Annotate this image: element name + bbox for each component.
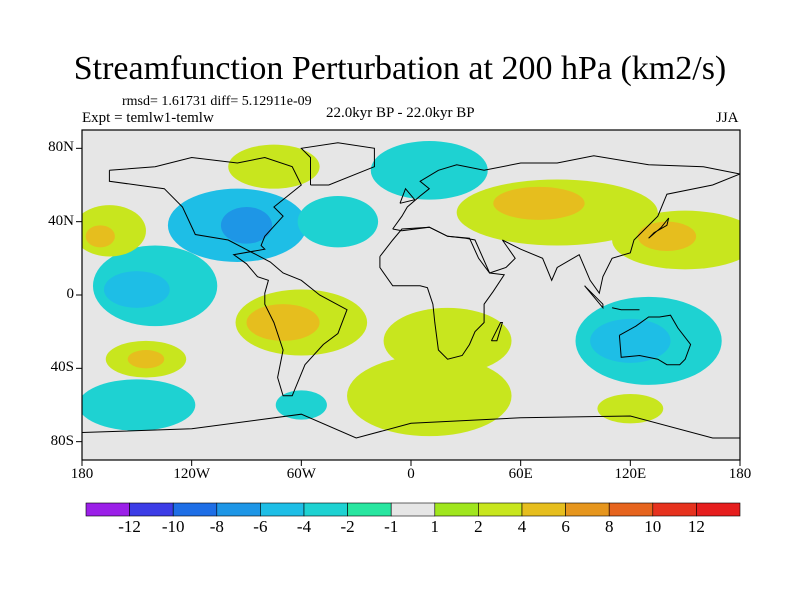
contour-region-17 xyxy=(493,186,585,220)
lat-tick-label: 40N xyxy=(48,212,74,229)
lon-tick-label: 60W xyxy=(286,466,316,482)
colorbar-label: -2 xyxy=(340,517,355,536)
chart-title: Streamfunction Perturbation at 200 hPa (… xyxy=(73,50,727,87)
contour-region-10 xyxy=(228,144,320,189)
colorbar-swatch-7 xyxy=(390,502,436,517)
lat-tick-label: 0 xyxy=(66,286,75,302)
stats-text: rmsd= 1.61731 diff= 5.12911e-09 xyxy=(122,94,312,109)
coastline-0 xyxy=(108,156,348,397)
experiment-label: Expt = temlw1-temlw xyxy=(82,110,214,126)
coastline-5 xyxy=(82,413,740,439)
season-label: JJA xyxy=(716,110,739,126)
colorbar-swatch-8 xyxy=(434,502,479,517)
contour-region-7 xyxy=(590,318,671,363)
coastline-9 xyxy=(611,307,640,311)
colorbar-swatch-11 xyxy=(565,502,610,517)
contour-region-1 xyxy=(220,207,273,244)
coastline-7 xyxy=(648,217,670,239)
coastline-1 xyxy=(392,155,740,295)
colorbar-label: 10 xyxy=(644,517,662,536)
colorbar-swatch-0 xyxy=(85,502,130,517)
contour-region-9 xyxy=(597,394,664,424)
lat-tick-label: 40S xyxy=(50,359,74,376)
colorbar-label: -8 xyxy=(209,517,224,536)
lat-tick-label: 80N xyxy=(48,139,74,156)
colorbar-label: -12 xyxy=(118,517,141,536)
colorbar-swatch-6 xyxy=(347,502,392,517)
colorbar-swatch-12 xyxy=(608,502,654,517)
lon-tick-label: 180 xyxy=(728,466,752,482)
coastline-3 xyxy=(618,314,692,366)
lon-tick-label: 120E xyxy=(614,466,647,482)
colorbar-swatch-10 xyxy=(521,502,566,517)
contour-region-21 xyxy=(85,225,115,248)
contour-region-23 xyxy=(127,350,165,369)
colorbar-swatch-1 xyxy=(129,502,174,517)
lat-tick-label: 80S xyxy=(50,432,74,449)
colorbar-label: -1 xyxy=(384,517,399,536)
colorbar-swatch-5 xyxy=(303,502,348,517)
colorbar-label: 6 xyxy=(561,517,570,536)
contour-region-4 xyxy=(103,271,170,308)
coastline-10 xyxy=(399,187,416,204)
colorbar-swatch-9 xyxy=(478,502,523,517)
colorbar-label: 1 xyxy=(430,517,440,536)
colorbar-label: -6 xyxy=(253,517,268,536)
contour-region-11 xyxy=(370,141,488,200)
colorbar-label: -4 xyxy=(296,517,312,536)
period-label: 22.0kyr BP - 22.0kyr BP xyxy=(326,105,475,121)
lon-tick-label: 0 xyxy=(407,466,415,482)
lon-tick-label: 60E xyxy=(508,466,533,482)
coastline-2 xyxy=(379,226,506,360)
contour-region-2 xyxy=(297,196,379,248)
colorbar-swatch-4 xyxy=(260,502,305,517)
contour-region-15 xyxy=(347,355,512,437)
coastline-8 xyxy=(584,285,604,310)
lon-tick-label: 120W xyxy=(173,466,210,482)
contour-region-8 xyxy=(275,390,327,420)
contour-region-13 xyxy=(246,304,320,341)
colorbar-label: 2 xyxy=(474,517,483,536)
lon-tick-label: 180 xyxy=(70,466,94,482)
colorbar-swatch-13 xyxy=(652,502,697,517)
coastline-4 xyxy=(300,142,375,186)
colorbar-swatch-14 xyxy=(696,502,741,517)
colorbar-label: -10 xyxy=(161,517,185,536)
coastline-6 xyxy=(490,322,504,342)
colorbar-label: 8 xyxy=(604,517,614,536)
colorbar-label: 12 xyxy=(687,517,705,536)
colorbar-swatch-2 xyxy=(172,502,218,517)
colorbar-swatch-3 xyxy=(216,502,261,517)
contour-region-5 xyxy=(82,379,196,431)
colorbar-label: 4 xyxy=(517,517,527,536)
contour-region-19 xyxy=(637,221,697,251)
